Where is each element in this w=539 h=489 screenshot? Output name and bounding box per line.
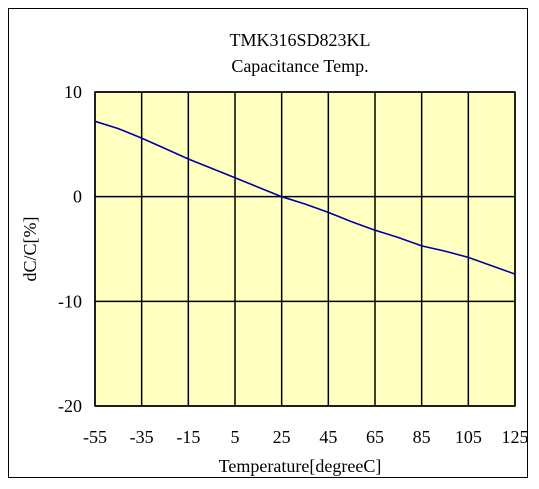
x-tick-labels: -55 -35 -15 5 25 45 65 85 105 125 [83,427,529,447]
x-tick-label: 125 [502,427,529,447]
x-tick-label: -35 [130,427,154,447]
y-tick-label: -20 [58,396,82,416]
plot-area [94,91,516,407]
y-tick-label: 0 [73,187,82,207]
x-tick-label: -15 [176,427,200,447]
y-tick-labels: 10 0 -10 -20 [58,82,82,416]
grid [94,91,516,407]
x-tick-label: 25 [273,427,291,447]
y-axis-label: dC/C[%] [20,217,40,282]
chart-title: TMK316SD823KL [229,30,370,50]
y-tick-label: 10 [64,82,82,102]
x-axis-label: Temperature[degreeC] [219,456,382,476]
chart-subtitle: Capacitance Temp. [231,56,368,76]
x-tick-label: 5 [231,427,240,447]
series-layer [94,120,516,275]
y-tick-label: -10 [58,291,82,311]
x-tick-label: 105 [455,427,482,447]
series-line [94,120,516,275]
x-tick-label: 65 [366,427,384,447]
x-tick-label: -55 [83,427,107,447]
x-tick-label: 45 [319,427,337,447]
x-tick-label: 85 [413,427,431,447]
